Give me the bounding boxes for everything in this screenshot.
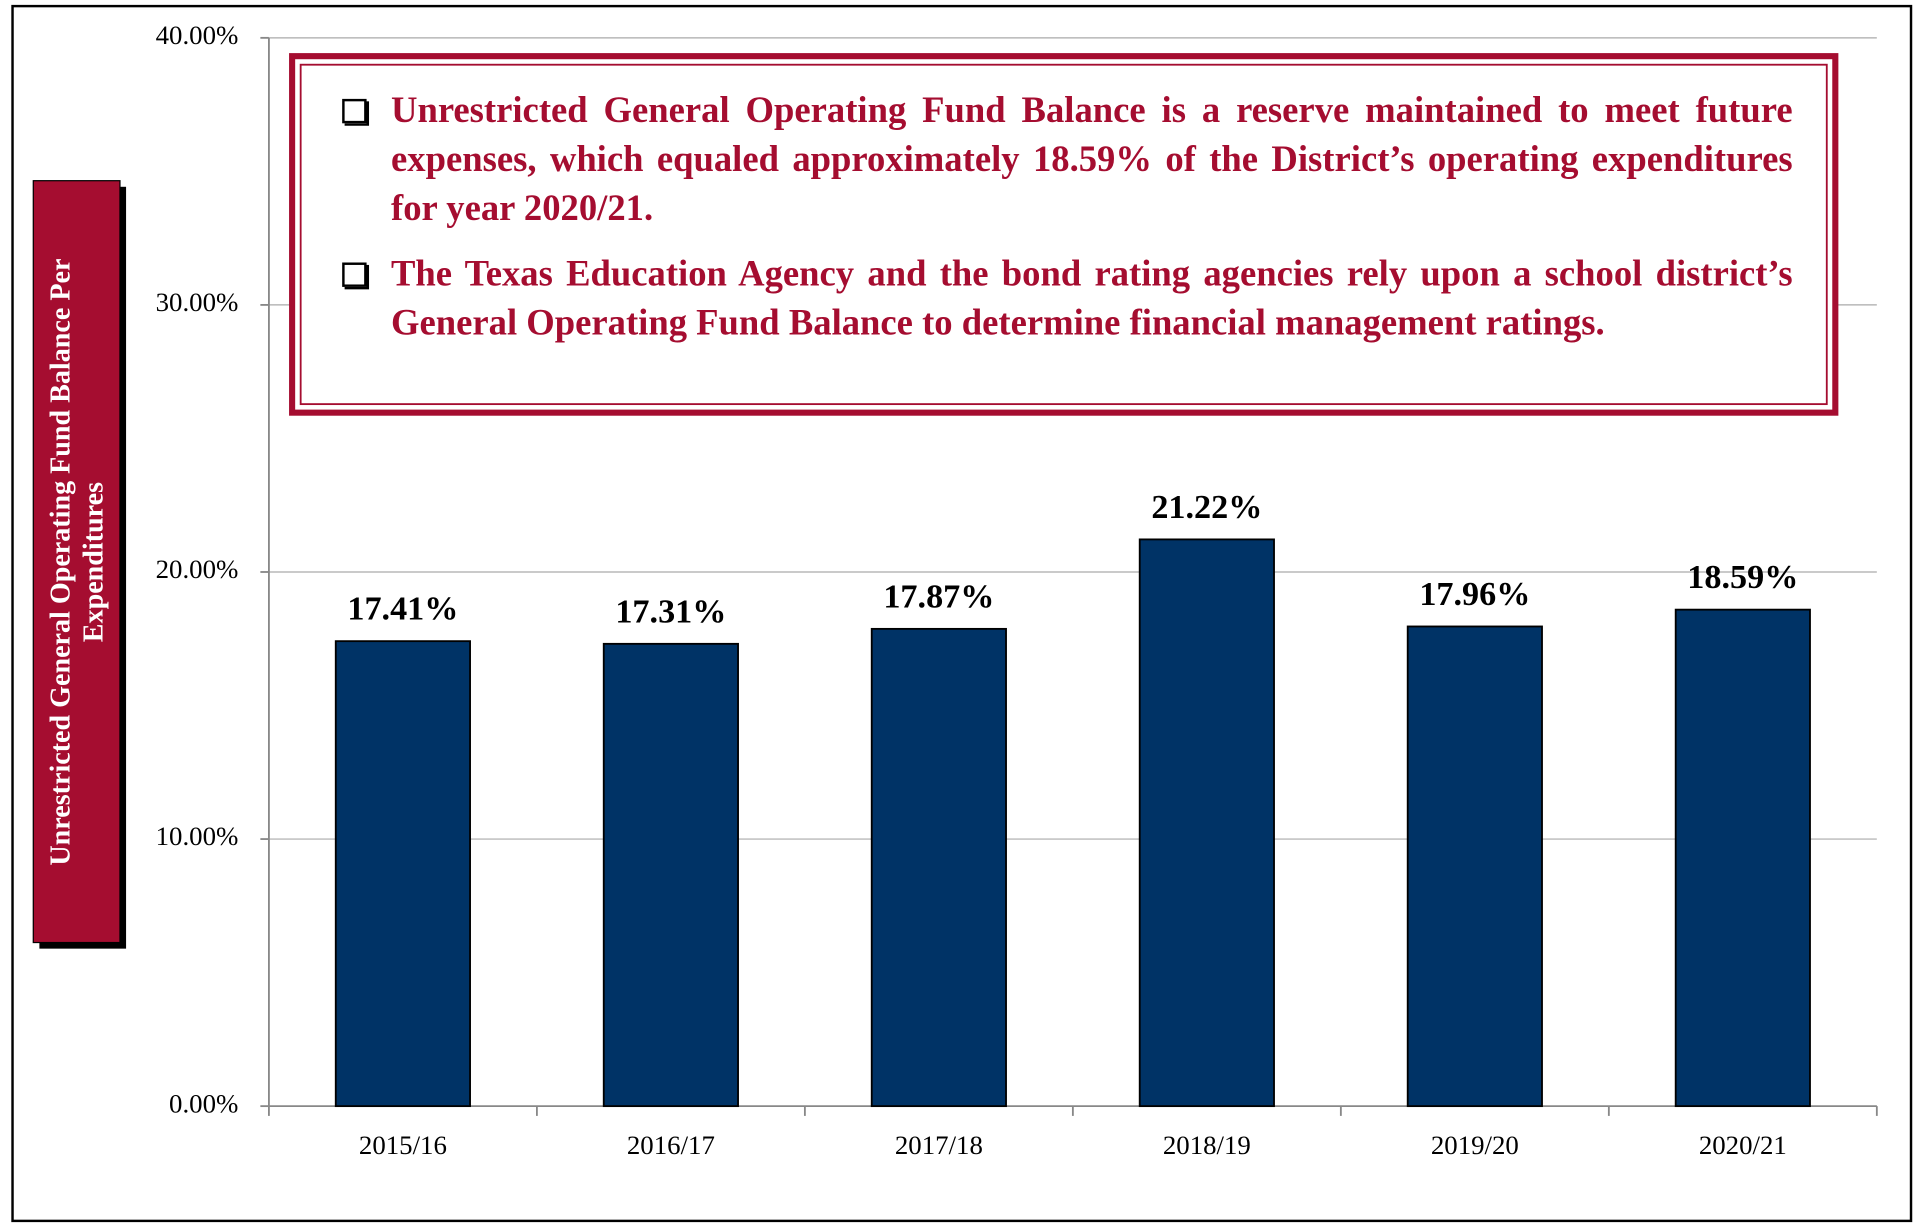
data-label: 17.96% xyxy=(1419,576,1530,613)
y-tick-label: 20.00% xyxy=(156,554,239,584)
x-tick-label: 2015/16 xyxy=(359,1130,447,1160)
bars: 2015/16 17.41% 2016/17 17.31% 2017/18 17.87% 2… xyxy=(267,489,1878,1160)
data-label: 18.59% xyxy=(1687,559,1798,596)
bar xyxy=(602,642,739,1108)
bar xyxy=(334,640,471,1108)
data-label: 17.41% xyxy=(347,591,458,628)
x-tick-label: 2016/17 xyxy=(627,1130,715,1160)
x-tick-label: 2019/20 xyxy=(1431,1130,1519,1160)
y-tick-label: 0.00% xyxy=(169,1088,238,1118)
note-box xyxy=(289,53,1839,416)
y-label-box xyxy=(32,180,121,944)
note: Unrestricted General Operating Fund Bala… xyxy=(342,87,1793,234)
y-axis-label: Unrestricted General Operating Fund Bala… xyxy=(44,258,109,866)
y-tick-label: 40.00% xyxy=(156,20,239,50)
x-tick-label: 2018/19 xyxy=(1163,1130,1251,1160)
bar xyxy=(870,627,1007,1108)
x-tick-label: 2017/18 xyxy=(895,1130,983,1160)
notes: Unrestricted General Operating Fund Bala… xyxy=(301,65,1827,348)
bar xyxy=(1674,608,1811,1108)
note-holder: Unrestricted General Operating Fund Bala… xyxy=(301,65,1827,348)
data-label: 17.31% xyxy=(615,593,726,630)
data-label: 17.87% xyxy=(883,578,994,615)
note-box-inner xyxy=(299,63,1828,406)
note: The Texas Education Agency and the bond … xyxy=(342,250,1793,348)
y-tick-label: 10.00% xyxy=(156,821,239,851)
grid: 0.00% 10.00% 20.00% 30.00% 40.00% xyxy=(156,20,1877,1118)
x-tick-label: 2020/21 xyxy=(1699,1130,1787,1160)
data-label: 21.22% xyxy=(1151,489,1262,526)
bar xyxy=(1406,625,1543,1108)
bar xyxy=(1138,538,1275,1108)
y-tick-label: 30.00% xyxy=(156,287,239,317)
y-label-holder: Unrestricted General Operating Fund Bala… xyxy=(44,258,109,866)
